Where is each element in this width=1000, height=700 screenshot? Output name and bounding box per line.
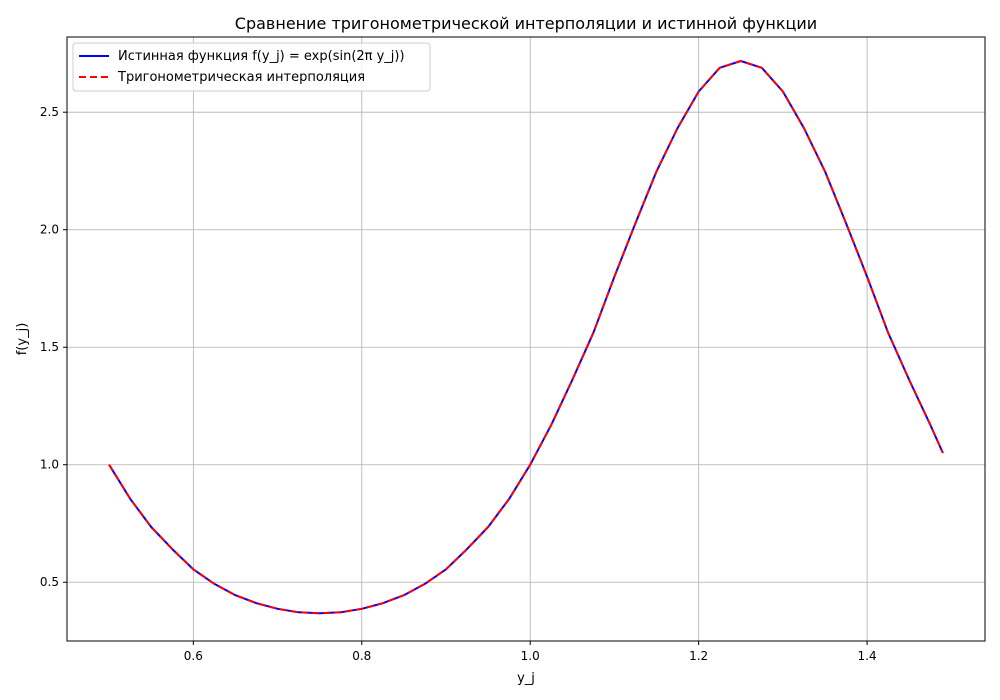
series-line-interpolation — [108, 60, 944, 615]
y-tick-label: 0.5 — [40, 575, 59, 589]
plot-frame — [66, 36, 986, 642]
legend-label-true-function: Истинная функция f(y_j) = exp(sin(2π y_j… — [118, 49, 405, 64]
y-tick-label: 2.0 — [40, 223, 59, 237]
x-axis-label: y_j — [517, 671, 535, 686]
chart-title: Сравнение тригонометрической интерполяци… — [235, 14, 817, 33]
y-axis-label: f(y_j) — [15, 323, 30, 356]
x-axis: 0.6 0.8 1.0 1.2 1.4 — [184, 641, 877, 663]
legend-label-interpolation: Тригонометрическая интерполяция — [117, 70, 365, 85]
x-tick-label: 0.8 — [352, 649, 371, 663]
x-tick-label: 0.6 — [184, 649, 203, 663]
x-tick-label: 1.4 — [858, 649, 877, 663]
x-tick-label: 1.0 — [521, 649, 540, 663]
y-axis: 0.5 1.0 1.5 2.0 2.5 — [40, 105, 67, 589]
y-tick-label: 1.5 — [40, 340, 59, 354]
legend: Истинная функция f(y_j) = exp(sin(2π y_j… — [72, 42, 431, 92]
legend-box — [72, 42, 431, 92]
grid — [67, 37, 985, 641]
x-tick-label: 1.2 — [689, 649, 708, 663]
series-layer — [108, 60, 944, 615]
y-tick-label: 1.0 — [40, 458, 59, 472]
y-tick-label: 2.5 — [40, 105, 59, 119]
